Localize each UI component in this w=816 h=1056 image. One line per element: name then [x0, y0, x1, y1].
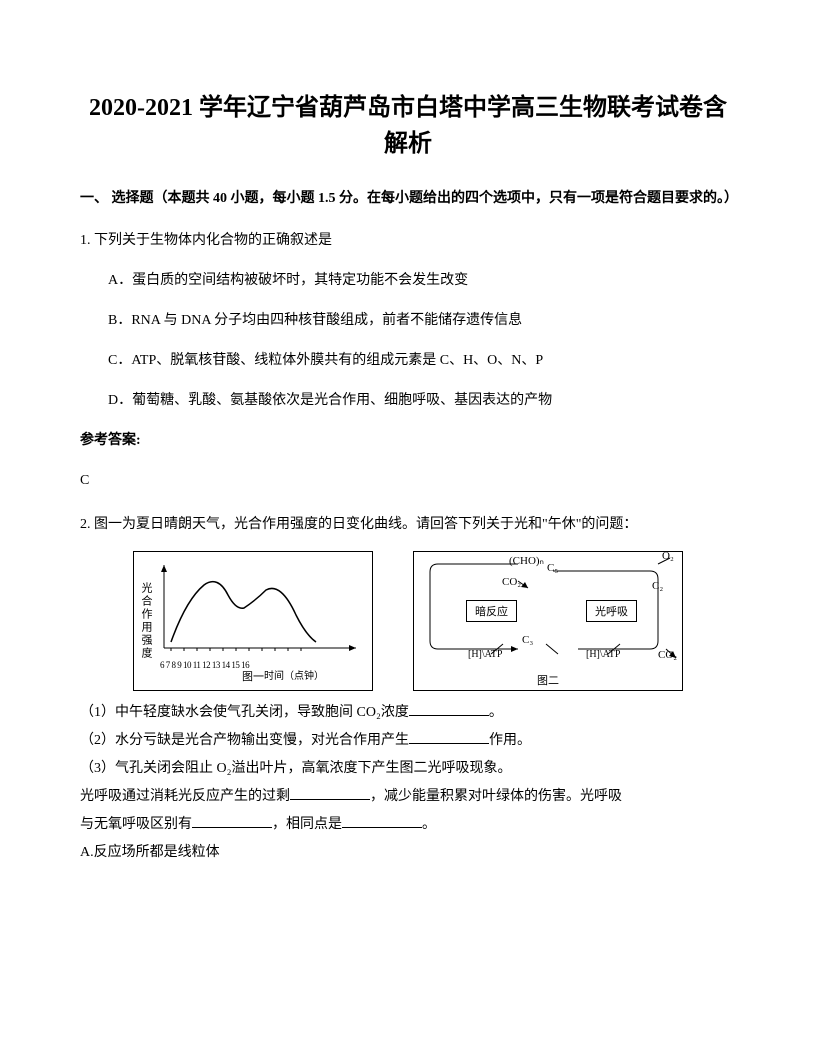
q1-option-a: A．蛋白质的空间结构被破坏时，其特定功能不会发生改变: [80, 267, 736, 295]
section-header: 一、 选择题（本题共 40 小题，每小题 1.5 分。在每小题给出的四个选项中，…: [80, 186, 736, 211]
sq3-l3b: ，相同点是: [272, 817, 342, 832]
light-resp-label: 光呼吸: [586, 600, 637, 622]
sq3-l3a: 与无氧呼吸区别有: [80, 817, 192, 832]
blank-2: [409, 730, 489, 744]
q2-sq3-line2: 光呼吸通过消耗光反应产生的过剩 ，减少能量积累对叶绿体的伤害。光呼吸: [80, 783, 736, 811]
sq2-end: 作用。: [489, 733, 531, 748]
sq1-end: 。: [489, 705, 503, 720]
sq1-text: （1）中午轻度缺水会使气孔关闭，导致胞间 CO₂浓度: [80, 705, 409, 720]
h-atp-2: [H]\ATP: [586, 649, 620, 660]
q1-stem: 1. 下列关于生物体内化合物的正确叙述是: [80, 227, 736, 255]
c3-label: C₃: [522, 634, 533, 646]
q1-answer: C: [80, 467, 736, 495]
sq3-l2b: ，减少能量积累对叶绿体的伤害。光呼吸: [370, 789, 622, 804]
q2-stem: 2. 图一为夏日晴朗天气，光合作用强度的日变化曲线。请回答下列关于光和"午休"的…: [80, 511, 736, 539]
diagram-two-caption: 图二: [537, 672, 559, 688]
q1-option-c: C．ATP、脱氧核苷酸、线粒体外膜共有的组成元素是 C、H、O、N、P: [80, 347, 736, 375]
q1-option-d: D．葡萄糖、乳酸、氨基酸依次是光合作用、细胞呼吸、基因表达的产物: [80, 387, 736, 415]
blank-5: [342, 814, 422, 828]
dark-reaction-label: 暗反应: [466, 600, 517, 622]
q1-option-b: B．RNA 与 DNA 分子均由四种核苷酸组成，前者不能储存遗传信息: [80, 307, 736, 335]
diagram-two: (CHO)ₙ CO₂ C₅ O₂ C₂ C₃ CO₂ 暗反应 光呼吸 [H]\A…: [413, 551, 683, 691]
cho-label: (CHO)ₙ: [509, 554, 544, 567]
sq2-text: （2）水分亏缺是光合产物输出变慢，对光合作用产生: [80, 733, 409, 748]
diagram-one: 光合作用强度 6 7 8 9 10 11 12 13 14 15 16: [133, 551, 373, 691]
sq3-l2a: 光呼吸通过消耗光反应产生的过剩: [80, 789, 290, 804]
exam-title: 2020-2021 学年辽宁省葫芦岛市白塔中学高三生物联考试卷含解析: [80, 90, 736, 162]
blank-4: [192, 814, 272, 828]
q2-sq1: （1）中午轻度缺水会使气孔关闭，导致胞间 CO₂浓度 。: [80, 699, 736, 727]
q1-answer-label: 参考答案:: [80, 427, 736, 455]
q2-sq2: （2）水分亏缺是光合产物输出变慢，对光合作用产生 作用。: [80, 727, 736, 755]
q2-sq3: （3）气孔关闭会阻止 O₂溢出叶片，高氧浓度下产生图二光呼吸现象。: [80, 755, 736, 783]
x-axis-label: 时间（点钟）: [264, 667, 324, 682]
h-atp-1: [H]\ATP: [468, 649, 502, 660]
q2-sub-option-a: A.反应场所都是线粒体: [80, 839, 736, 867]
q2-sq3-line3: 与无氧呼吸区别有 ，相同点是 。: [80, 811, 736, 839]
diagram-one-caption: 图一: [242, 668, 264, 684]
c5-label: C₅: [547, 562, 558, 574]
sq3-l3c: 。: [422, 817, 436, 832]
c2-label: C₂: [652, 580, 663, 592]
co2-label-1: CO₂: [502, 576, 521, 588]
diagram-container: 光合作用强度 6 7 8 9 10 11 12 13 14 15 16: [80, 551, 736, 691]
o2-label: O₂: [662, 550, 674, 562]
blank-3: [290, 786, 370, 800]
y-axis-label: 光合作用强度: [138, 582, 154, 660]
blank-1: [409, 702, 489, 716]
x-ticks: 6 7 8 9 10 11 12 13 14 15 16: [160, 660, 249, 670]
co2-label-2: CO₂: [658, 649, 677, 661]
chart-svg: [156, 560, 366, 660]
